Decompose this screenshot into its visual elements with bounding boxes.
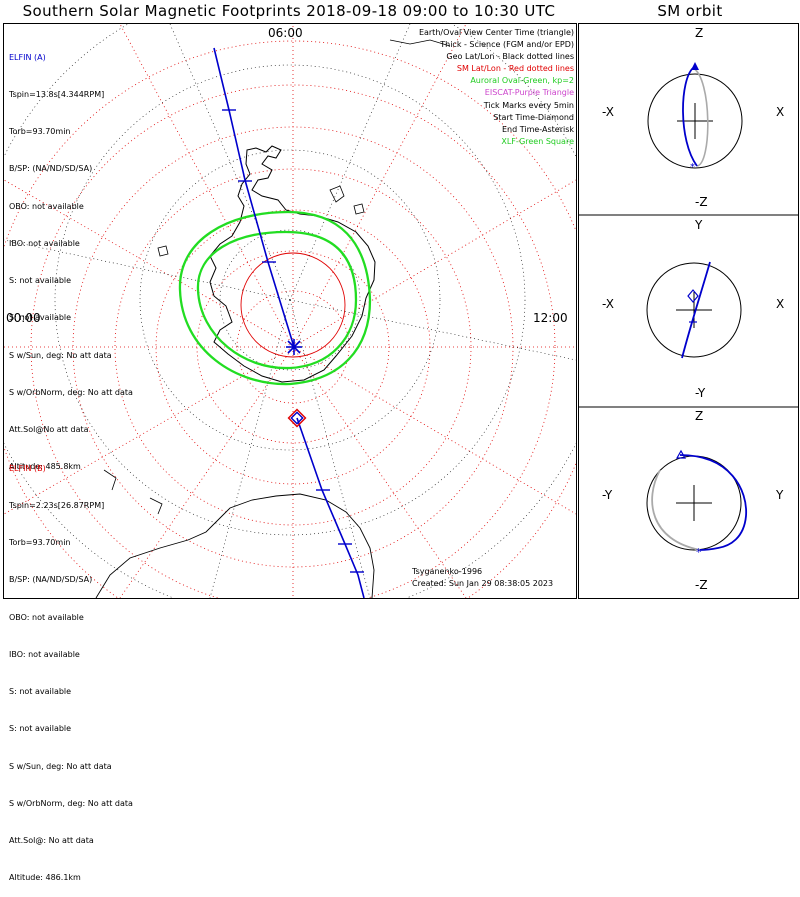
info-line: Tspin=13.8s[4.344RPM] (9, 90, 105, 100)
orbit-path (682, 67, 698, 167)
elfin-a-end-asterisk (286, 339, 302, 355)
legend-item: EISCAT-Purple Triangle (484, 88, 574, 98)
info-line: B/SP: (NA/ND/SD/SA) (9, 164, 93, 174)
legend-item: Earth/Oval View Center Time (triangle) (418, 28, 574, 37)
auroral-oval-outer (178, 210, 372, 386)
footprint-figure: * * (3, 23, 799, 599)
map-label-right: 12:00 (533, 311, 568, 325)
orbit-frame (578, 23, 799, 599)
orbit3-bottom-label: -Z (695, 578, 708, 592)
info-line: S w/OrbNorm, deg: No att data (9, 387, 133, 397)
orbit3-right-label: Y (776, 488, 784, 502)
legend-item: End Time-Asterisk (501, 124, 574, 134)
info-line: Att.Sol@No att data (9, 425, 89, 434)
orbit3-top-label: Z (695, 409, 704, 423)
orbit-path-gray (651, 469, 701, 551)
info-line: Torb=93.70min (9, 127, 71, 137)
legend-item: Start Time-Diamond (493, 112, 574, 122)
orbit-panel-xy (646, 261, 742, 359)
legend-item: Thick - Science (FGM and/or EPD) (440, 40, 574, 50)
orbit-panel-title: SM orbit (657, 2, 723, 20)
elfin-b-start-diamond-outline (287, 408, 307, 428)
elfin-b-info: ELFIN (B) Tspin=2.23s[26.87RPM] Torb=93.… (9, 438, 133, 897)
sm-pole-circle (240, 252, 346, 358)
legend-item: Tick Marks every 5min (483, 100, 574, 110)
orbit1-right-label: X (776, 105, 785, 119)
map-label-left: 00:00 (6, 311, 41, 325)
info-line: Att.Sol@: No att data (9, 836, 94, 845)
orbit2-right-label: X (776, 297, 785, 311)
legend-item: SM Lat/Lon - Red dotted lines (456, 64, 574, 74)
info-line: OBO: not available (9, 201, 84, 211)
info-line: ELFIN (B) (9, 463, 46, 473)
info-line: IBO: not available (9, 238, 80, 248)
orbit-path-gray (692, 67, 709, 167)
orbit-start-triangle (691, 62, 699, 70)
info-line: S w/OrbNorm, deg: No att data (9, 798, 133, 808)
model-credit: Tsyganenko-1996 (412, 567, 483, 576)
elfin-b-tick-marks (316, 489, 364, 573)
legend-item: XLF-Green Square (501, 136, 574, 146)
auroral-oval-inner (196, 230, 358, 370)
orbit2-top-label: Y (695, 218, 703, 232)
orbit2-left-label: -X (602, 297, 614, 311)
info-line: Torb=93.70min (9, 538, 71, 548)
orbit-start-triangle (675, 449, 687, 459)
map-label-top: 06:00 (268, 26, 303, 40)
coastline-fragments (103, 39, 451, 515)
elfin-a-info: ELFIN (A) Tspin=13.8s[4.344RPM] Torb=93.… (9, 27, 133, 486)
elfin-b-track (296, 417, 365, 598)
orbit-start-diamond (687, 289, 699, 303)
orbit2-bottom-label: -Y (695, 386, 706, 400)
info-line: IBO: not available (9, 649, 80, 659)
legend-item: Auroral Oval-Green, kp=2 (470, 76, 574, 86)
orbit-panel-xz: * (647, 62, 743, 173)
page-title: Southern Solar Magnetic Footprints 2018-… (22, 2, 556, 20)
sm-lon-lines (4, 24, 576, 598)
map-legend: Earth/Oval View Center Time (triangle) T… (419, 27, 574, 148)
info-line: Tspin=2.23s[26.87RPM] (9, 501, 105, 511)
info-line: S: not available (9, 313, 72, 323)
info-line: Altitude: 486.1km (9, 873, 81, 883)
island-outlines (157, 185, 365, 257)
orbit3-left-label: -Y (602, 488, 613, 502)
svg-text:*: * (696, 546, 702, 559)
info-line: B/SP: (NA/ND/SD/SA) (9, 575, 93, 585)
geo-grid (4, 24, 576, 598)
info-line: OBO: not available (9, 612, 84, 622)
southern-continent-outline (95, 493, 375, 598)
orbit-path (679, 454, 747, 551)
info-line: S: not available (9, 724, 72, 734)
map-frame (3, 23, 577, 599)
info-line: ELFIN (A) (9, 52, 46, 62)
elfin-a-track (213, 47, 295, 348)
legend-item: Geo Lat/Lon - Black dotted lines (446, 52, 574, 62)
info-line: S: not available (9, 276, 72, 286)
antarctica-outline (209, 145, 376, 383)
earth-circle (647, 73, 743, 169)
elfin-b-start-diamond (290, 411, 304, 425)
info-line: Altitude: 485.8km (9, 462, 81, 472)
elfin-a-tick-marks (222, 109, 276, 263)
info-line: S w/Sun, deg: No att data (9, 350, 112, 360)
earth-circle (646, 262, 742, 358)
info-line: S w/Sun, deg: No att data (9, 761, 112, 771)
info-line: S: not available (9, 687, 72, 697)
orbit-panel-yz: * (646, 449, 747, 559)
polar-map (4, 24, 576, 598)
orbit1-bottom-label: -Z (695, 195, 708, 209)
orbit-path (681, 261, 711, 359)
created-timestamp: Created: Sun Jan 29 08:38:05 2023 (412, 579, 554, 588)
orbit1-top-label: Z (695, 26, 704, 40)
orbit1-left-label: -X (602, 105, 614, 119)
svg-text:*: * (690, 162, 695, 173)
